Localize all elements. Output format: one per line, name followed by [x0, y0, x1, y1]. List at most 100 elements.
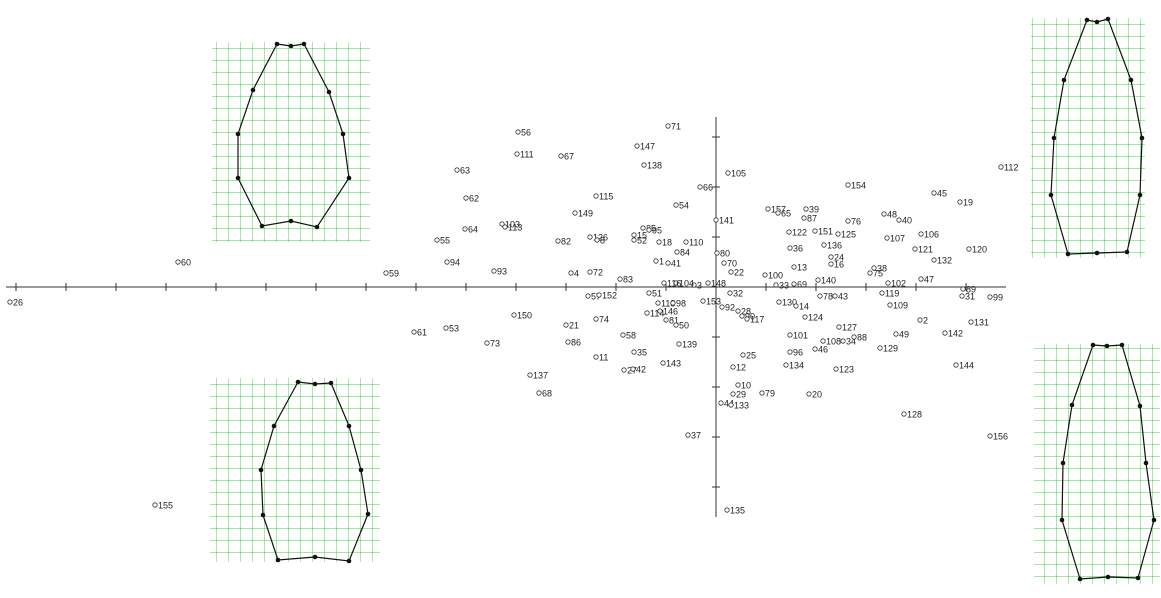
point-label: 119 — [885, 288, 899, 298]
point-label: 125 — [841, 229, 856, 239]
landmark — [1135, 575, 1141, 581]
point-label: 56 — [521, 127, 531, 137]
point — [793, 303, 799, 309]
landmark — [1139, 135, 1145, 141]
landmark — [1084, 17, 1090, 23]
point-label: 142 — [948, 328, 963, 338]
point — [718, 400, 724, 406]
point — [803, 206, 809, 212]
point-label: 12 — [736, 362, 746, 372]
point-label: 19 — [963, 197, 973, 207]
point — [697, 184, 703, 190]
point-label: 122 — [792, 227, 807, 237]
point — [801, 215, 807, 221]
point — [434, 237, 440, 243]
point — [646, 290, 652, 296]
point — [881, 211, 887, 217]
point-label: 24 — [834, 252, 844, 262]
point-label: 104 — [679, 278, 694, 288]
grid-inset — [1031, 18, 1145, 258]
point-label: 2 — [923, 315, 928, 325]
point — [931, 257, 937, 263]
point-label: 29 — [736, 389, 746, 399]
point-label: 59 — [389, 268, 399, 278]
point-label: 61 — [417, 327, 427, 337]
point-label: 130 — [782, 297, 797, 307]
point — [670, 300, 676, 306]
point — [773, 282, 779, 288]
point — [912, 246, 918, 252]
point — [917, 317, 923, 323]
point-label: 148 — [711, 278, 726, 288]
point-label: 126 — [593, 232, 608, 242]
point — [660, 360, 666, 366]
point-label: 118 — [661, 298, 675, 308]
point — [585, 293, 591, 299]
point — [631, 237, 637, 243]
point-label: 33 — [779, 280, 789, 290]
point-label: 75 — [873, 268, 883, 278]
point-label: 37 — [691, 430, 701, 440]
point-label: 123 — [839, 364, 854, 374]
point — [563, 322, 569, 328]
point-label: 48 — [887, 209, 897, 219]
point — [657, 308, 663, 314]
point-label: 144 — [959, 360, 974, 370]
grid-inset — [210, 378, 380, 562]
point — [673, 322, 679, 328]
point-label: 49 — [899, 329, 909, 339]
landmark — [250, 87, 256, 93]
point-label: 152 — [602, 290, 617, 300]
landmark — [301, 41, 307, 47]
landmark — [288, 43, 294, 49]
point-label: 14 — [799, 301, 809, 311]
point-label: 93 — [497, 266, 507, 276]
point — [957, 199, 963, 205]
point — [812, 346, 818, 352]
point-label: 124 — [808, 312, 823, 322]
point — [655, 300, 661, 306]
point — [931, 190, 937, 196]
landmark — [326, 89, 332, 95]
landmark — [346, 423, 352, 429]
point-label: 4 — [574, 268, 579, 278]
point-label: 80 — [720, 248, 730, 258]
point-label: 108 — [826, 336, 841, 346]
point — [835, 231, 841, 237]
point — [762, 272, 768, 278]
point-label: 137 — [533, 370, 548, 380]
landmark — [1065, 251, 1071, 257]
point-label: 28 — [741, 306, 751, 316]
point-label: 47 — [924, 274, 934, 284]
point-label: 68 — [542, 388, 552, 398]
point-label: 140 — [821, 275, 836, 285]
point — [634, 143, 640, 149]
point-label: 95 — [652, 225, 662, 235]
point — [714, 250, 720, 256]
point-label: 3 — [697, 280, 702, 290]
point-label: 99 — [993, 292, 1003, 302]
point — [776, 299, 782, 305]
point — [787, 349, 793, 355]
point — [661, 280, 667, 286]
point — [815, 277, 821, 283]
point — [620, 332, 626, 338]
point — [918, 276, 924, 282]
point — [879, 290, 885, 296]
point — [644, 310, 650, 316]
point-label: 92 — [725, 302, 735, 312]
point-label: 79 — [765, 388, 775, 398]
point — [683, 239, 689, 245]
grid-inset — [1034, 344, 1160, 584]
point — [775, 210, 781, 216]
landmark — [340, 131, 346, 137]
point — [759, 390, 765, 396]
point-label: 55 — [440, 235, 450, 245]
point-label: 89 — [966, 284, 976, 294]
landmark — [1094, 19, 1100, 25]
landmark — [328, 380, 334, 386]
point — [877, 345, 883, 351]
point-label: 141 — [719, 215, 734, 225]
point — [175, 259, 181, 265]
point-label: 51 — [652, 288, 662, 298]
